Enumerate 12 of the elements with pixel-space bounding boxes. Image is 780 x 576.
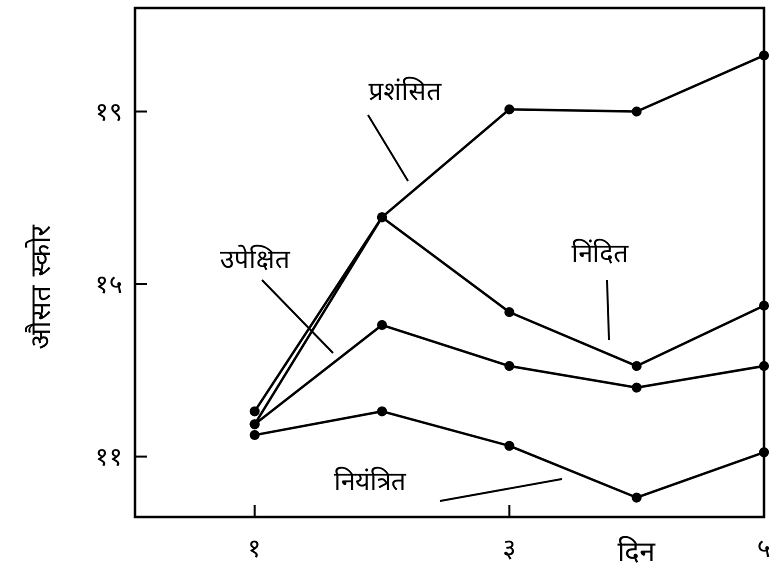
series-label: प्रशंसित	[368, 76, 442, 107]
y-tick-label: ११	[95, 442, 123, 473]
y-tick-label: १५	[95, 270, 123, 300]
x-tick-label: ३	[502, 534, 516, 564]
text: निंदित	[572, 238, 630, 269]
text: उपेक्षित	[220, 244, 291, 275]
x-tick-label: ५	[757, 534, 771, 564]
x-axis-title: दिन	[618, 535, 656, 568]
y-axis-title: औसत स्कोर	[24, 224, 57, 350]
legend-label: नियंत्रित	[334, 466, 407, 497]
y-tick-label: १९	[95, 98, 123, 128]
x-tick-label: १	[248, 534, 262, 564]
